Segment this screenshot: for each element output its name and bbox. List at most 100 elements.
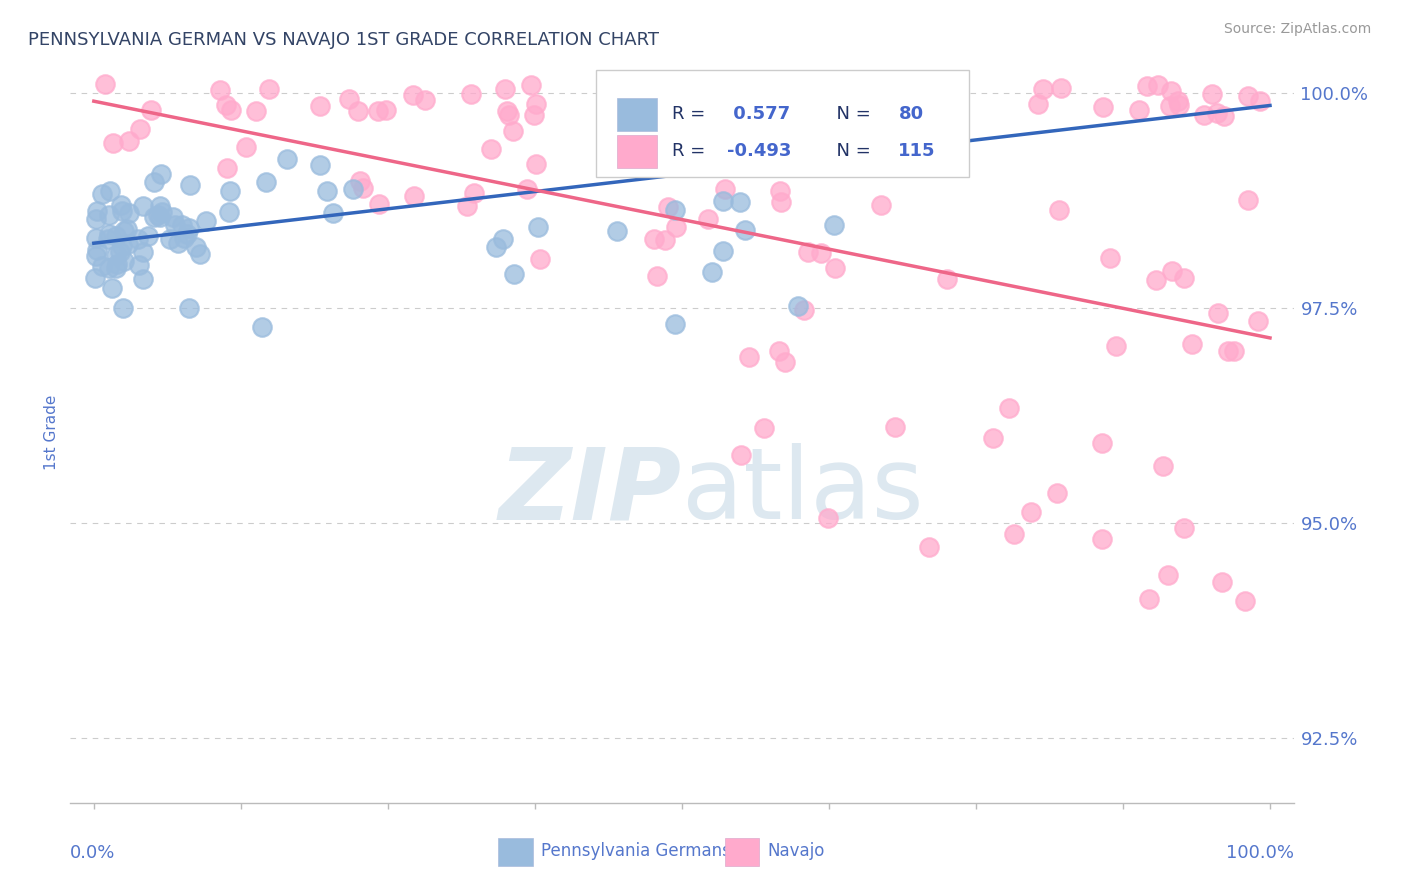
Text: 115: 115 (898, 143, 936, 161)
Point (84, 231, 107, 245)
Point (631, 126, 654, 140)
Point (918, 541, 941, 555)
Point (1167, 97, 1189, 112)
Point (502, 124, 524, 138)
Point (1032, 82, 1054, 96)
Point (1105, 339, 1128, 353)
Point (209, 83, 232, 97)
Point (460, 87, 482, 102)
Point (159, 232, 181, 246)
Point (221, 103, 243, 117)
Point (111, 204, 134, 219)
Text: 0.577: 0.577 (727, 105, 790, 123)
Point (132, 199, 155, 213)
Point (1098, 251, 1121, 265)
Point (105, 261, 128, 276)
Point (1128, 103, 1150, 117)
Point (645, 268, 668, 283)
Point (276, 153, 298, 167)
Point (86, 243, 108, 257)
Point (503, 267, 526, 281)
Point (720, 92, 742, 106)
Point (218, 205, 240, 219)
Point (118, 134, 141, 148)
Text: N =: N = (825, 143, 876, 161)
Y-axis label: 1st Grade: 1st Grade (44, 395, 59, 470)
Text: 80: 80 (898, 105, 924, 123)
Point (167, 235, 190, 250)
Point (1212, 109, 1234, 123)
Point (219, 184, 242, 198)
Point (108, 245, 131, 260)
Point (823, 218, 845, 232)
Point (132, 272, 155, 286)
Point (101, 281, 124, 295)
Text: PENNSYLVANIA GERMAN VS NAVAJO 1ST GRADE CORRELATION CHART: PENNSYLVANIA GERMAN VS NAVAJO 1ST GRADE … (28, 31, 659, 49)
Point (150, 205, 173, 219)
Point (136, 228, 159, 243)
Point (659, 153, 682, 167)
Point (664, 202, 686, 217)
Point (634, 113, 657, 128)
Point (97, 232, 120, 246)
Point (1237, 89, 1260, 103)
Point (794, 111, 817, 125)
Point (842, 107, 865, 121)
Point (1249, 94, 1271, 108)
FancyBboxPatch shape (596, 70, 969, 178)
Point (1160, 84, 1182, 98)
Point (981, 431, 1004, 445)
Point (117, 236, 139, 251)
Point (738, 78, 761, 92)
Point (115, 222, 138, 236)
Point (869, 197, 891, 211)
Point (621, 109, 644, 123)
Point (752, 420, 775, 434)
Point (524, 157, 547, 171)
Point (111, 301, 134, 315)
Point (1173, 521, 1195, 535)
Point (1161, 264, 1184, 278)
Point (496, 104, 519, 119)
Point (309, 99, 332, 113)
Point (606, 224, 628, 238)
Point (342, 182, 364, 196)
Point (101, 136, 124, 150)
Point (516, 182, 538, 196)
Point (689, 153, 711, 168)
Point (254, 175, 277, 189)
Point (654, 233, 676, 247)
Point (1233, 594, 1256, 608)
Point (190, 247, 212, 261)
Point (98, 227, 121, 241)
Point (315, 185, 337, 199)
Point (149, 199, 172, 213)
Point (1206, 105, 1229, 120)
Point (529, 252, 551, 266)
Point (1218, 343, 1240, 358)
Point (463, 186, 485, 200)
Point (104, 229, 127, 244)
Point (257, 82, 280, 96)
Point (349, 174, 371, 188)
Point (730, 194, 752, 209)
Point (1201, 87, 1223, 102)
Text: 100.0%: 100.0% (1226, 844, 1294, 862)
Point (367, 103, 389, 118)
Point (494, 81, 516, 95)
Point (714, 182, 737, 196)
Point (1157, 568, 1180, 582)
Point (112, 224, 135, 238)
Point (176, 227, 198, 242)
Point (162, 211, 184, 225)
Point (186, 239, 208, 253)
Point (652, 108, 675, 122)
Point (1091, 99, 1114, 113)
Point (322, 206, 344, 220)
Point (527, 219, 550, 234)
Point (104, 248, 127, 262)
Text: atlas: atlas (682, 443, 924, 541)
Point (711, 194, 734, 208)
Point (177, 221, 200, 235)
Text: Source: ZipAtlas.com: Source: ZipAtlas.com (1223, 22, 1371, 37)
